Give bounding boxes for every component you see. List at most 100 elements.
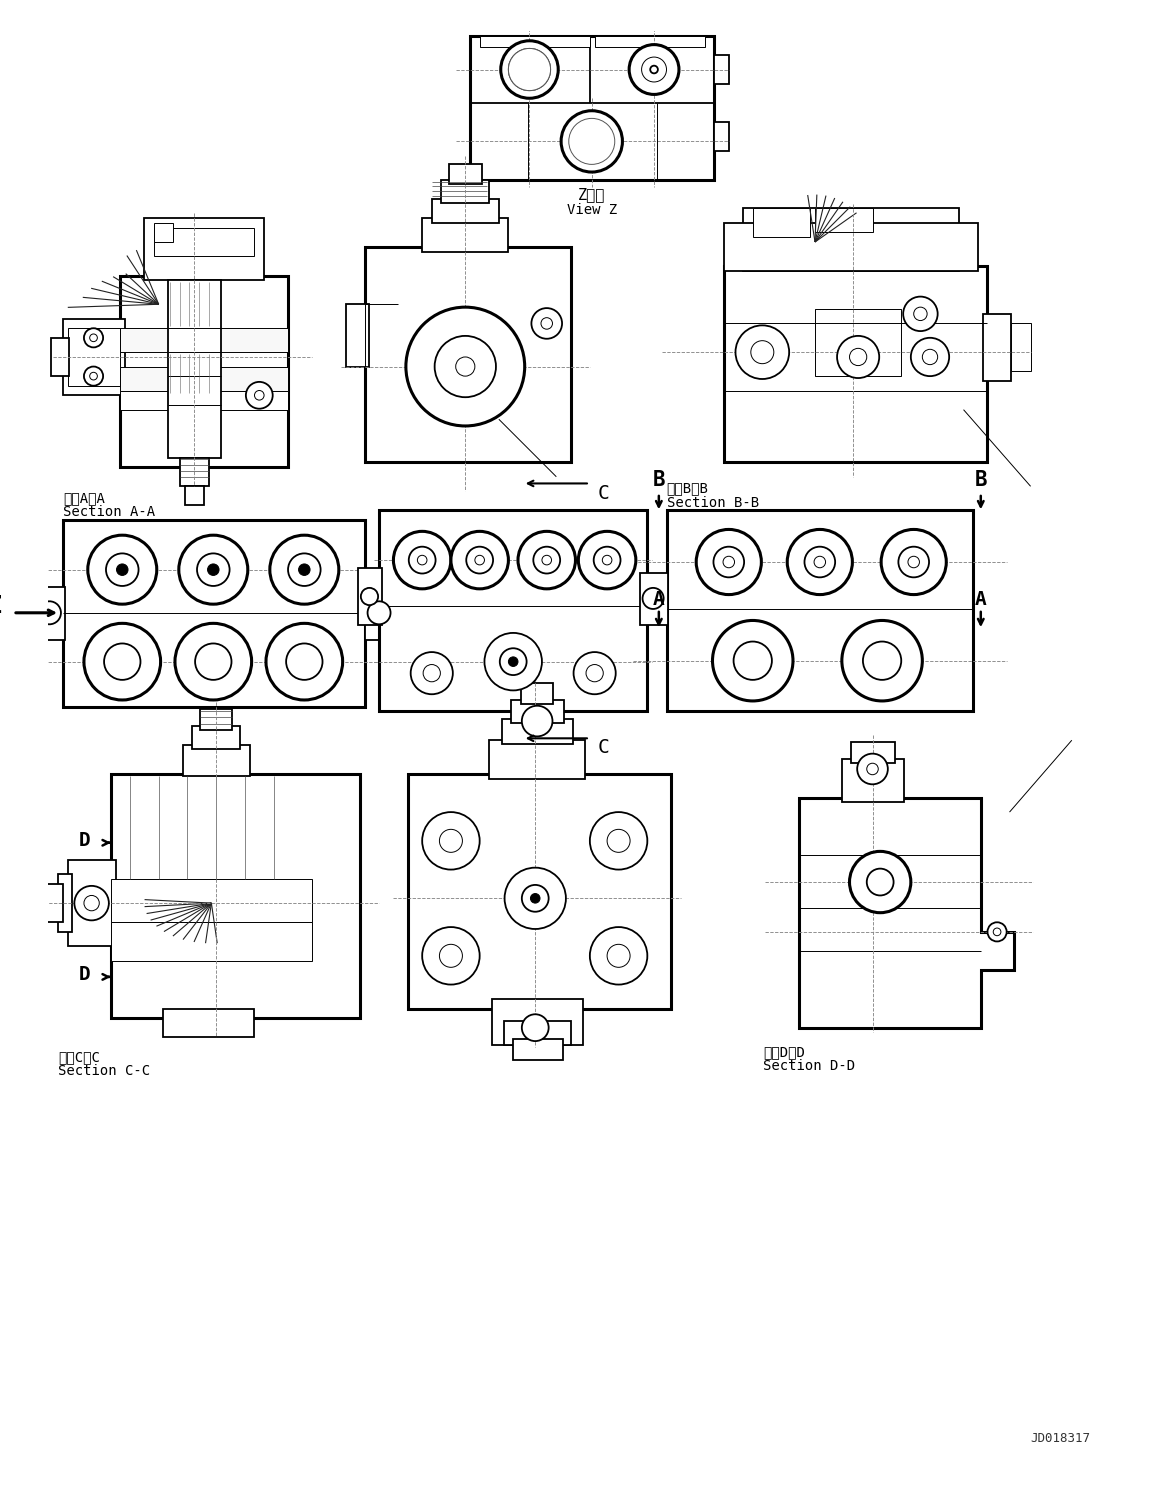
Circle shape (837, 335, 880, 379)
Circle shape (533, 547, 560, 574)
Circle shape (89, 373, 97, 380)
Circle shape (590, 927, 648, 984)
Circle shape (850, 349, 867, 365)
Circle shape (987, 923, 1007, 941)
Bar (408, 774, 671, 1008)
Bar (67, 860, 116, 947)
Circle shape (642, 587, 664, 608)
Circle shape (993, 927, 1001, 936)
Circle shape (299, 564, 311, 576)
Bar (724, 265, 987, 462)
Bar (449, 164, 482, 183)
Bar (752, 209, 810, 237)
Circle shape (714, 547, 744, 577)
Circle shape (629, 45, 679, 94)
Bar (111, 774, 360, 1018)
Circle shape (409, 547, 436, 574)
Circle shape (104, 644, 140, 680)
Circle shape (593, 547, 620, 574)
Circle shape (422, 813, 480, 869)
Circle shape (518, 531, 576, 589)
Circle shape (898, 547, 930, 577)
Bar (58, 874, 73, 932)
Circle shape (697, 529, 761, 595)
Circle shape (501, 40, 559, 98)
Bar (595, 36, 705, 48)
Circle shape (360, 587, 378, 605)
Circle shape (286, 644, 322, 680)
Bar (815, 309, 902, 376)
Bar (1012, 324, 1030, 371)
Bar (520, 683, 554, 704)
Bar (983, 313, 1012, 380)
Bar (121, 391, 289, 410)
Text: A: A (653, 590, 665, 608)
Circle shape (586, 137, 597, 146)
Circle shape (574, 652, 615, 695)
Bar (145, 218, 264, 280)
Bar (502, 719, 573, 744)
Bar (121, 276, 289, 467)
Circle shape (734, 641, 772, 680)
Circle shape (88, 535, 156, 604)
Bar (480, 36, 590, 48)
Circle shape (607, 829, 630, 853)
Circle shape (83, 896, 100, 911)
Bar (442, 180, 489, 203)
Text: Section C-C: Section C-C (58, 1065, 151, 1078)
Text: A: A (975, 590, 986, 608)
Circle shape (561, 110, 622, 171)
Bar (111, 923, 312, 960)
Circle shape (509, 48, 551, 91)
Circle shape (439, 829, 462, 853)
Bar (121, 367, 289, 391)
Circle shape (451, 531, 509, 589)
Bar (493, 999, 583, 1045)
Bar (121, 328, 289, 352)
Text: Section D-D: Section D-D (764, 1059, 855, 1074)
Circle shape (393, 531, 451, 589)
Circle shape (858, 753, 888, 784)
Text: C: C (598, 738, 610, 757)
Bar (489, 740, 585, 778)
Circle shape (509, 658, 518, 666)
Circle shape (500, 649, 526, 675)
Bar (51, 338, 68, 376)
Text: Section A-A: Section A-A (63, 505, 155, 519)
Circle shape (504, 868, 566, 929)
Circle shape (522, 1014, 548, 1041)
Circle shape (642, 57, 666, 82)
Bar (184, 486, 204, 505)
Text: B: B (653, 470, 665, 491)
Bar (511, 699, 564, 723)
Bar (365, 248, 570, 462)
Bar (379, 510, 648, 711)
Circle shape (38, 601, 61, 625)
Bar (192, 726, 240, 748)
Bar (180, 458, 209, 486)
Circle shape (911, 338, 949, 376)
Text: C: C (598, 483, 610, 502)
Circle shape (267, 623, 343, 699)
Circle shape (522, 886, 548, 911)
Circle shape (435, 335, 496, 397)
Bar (365, 587, 393, 640)
Circle shape (466, 547, 493, 574)
Text: Z　視: Z 視 (578, 188, 605, 203)
Bar (841, 759, 904, 802)
Bar (36, 587, 65, 640)
Circle shape (207, 564, 219, 576)
Bar (34, 884, 63, 923)
Circle shape (475, 555, 484, 565)
Circle shape (439, 944, 462, 968)
Bar (666, 510, 974, 711)
Bar (154, 228, 255, 256)
Bar (63, 319, 125, 395)
Text: B: B (975, 470, 987, 491)
Bar (345, 304, 370, 367)
Circle shape (531, 893, 540, 904)
Circle shape (541, 318, 553, 330)
Bar (471, 36, 714, 180)
Circle shape (83, 367, 103, 386)
Bar (168, 280, 221, 458)
